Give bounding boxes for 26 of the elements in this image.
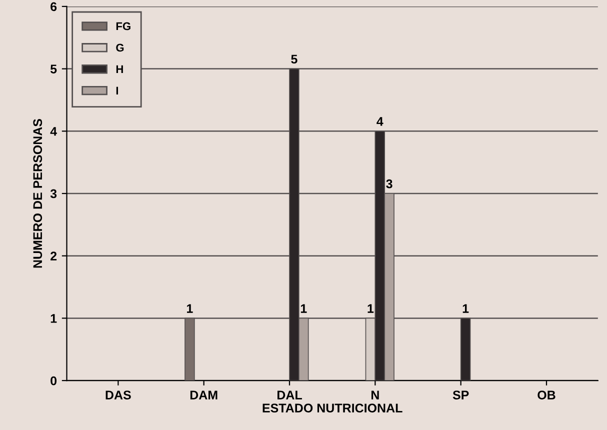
y-tick-label: 0 bbox=[50, 376, 57, 386]
y-tick-label: 5 bbox=[50, 64, 57, 74]
data-label: 1 bbox=[187, 304, 193, 313]
legend-label: FG bbox=[116, 22, 130, 30]
data-label: 3 bbox=[386, 179, 392, 188]
y-tick-label: 1 bbox=[50, 314, 57, 323]
x-tick-label: DAL bbox=[277, 390, 302, 400]
x-tick-label: SP bbox=[452, 390, 469, 400]
data-label: 1 bbox=[300, 304, 307, 313]
legend-label: H bbox=[116, 65, 123, 73]
data-label: 5 bbox=[291, 54, 298, 64]
y-tick-label: 2 bbox=[50, 252, 57, 260]
legend-label: G bbox=[116, 44, 124, 52]
data-label: 4 bbox=[376, 117, 384, 126]
data-label: 1 bbox=[462, 304, 469, 313]
data-label: 1 bbox=[368, 304, 374, 313]
x-tick-label: N bbox=[371, 390, 379, 400]
x-tick-label: DAM bbox=[190, 390, 218, 400]
x-tick-label: OB bbox=[538, 390, 556, 400]
y-tick-label: 3 bbox=[50, 189, 57, 198]
legend-label: I bbox=[116, 86, 118, 94]
y-tick-label: 6 bbox=[50, 2, 57, 12]
y-tick-label: 4 bbox=[50, 127, 57, 136]
y-axis-title: NUMERO DE PERSONAS bbox=[33, 118, 42, 268]
x-axis-title: ESTADO NUTRICIONAL bbox=[262, 404, 402, 412]
x-tick-label: DAS bbox=[106, 390, 131, 400]
